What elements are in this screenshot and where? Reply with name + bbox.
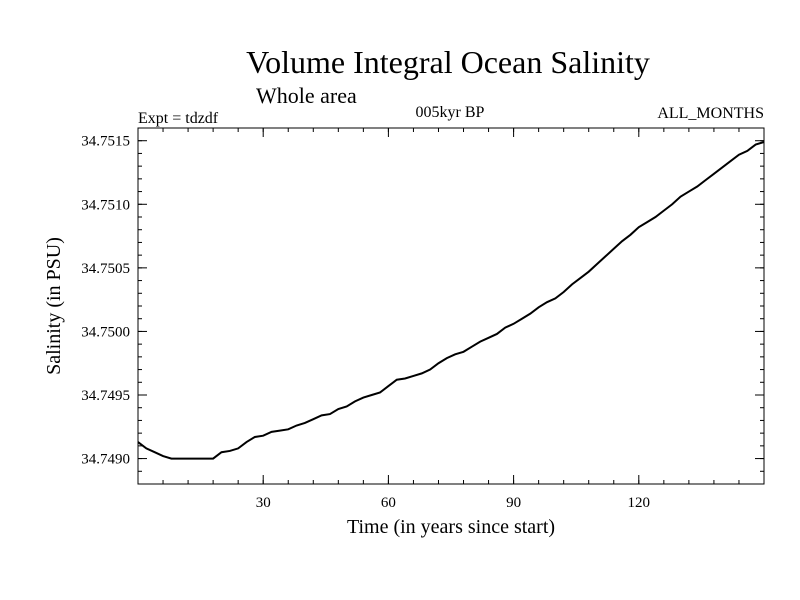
salinity-series-line: [137, 141, 765, 460]
y-tick-label: 34.7490: [81, 452, 130, 468]
y-tick-label: 34.7510: [81, 197, 130, 213]
y-tick-label: 34.7500: [81, 324, 130, 340]
x-axis-label: Time (in years since start): [347, 516, 555, 538]
x-tick-label: 30: [256, 495, 271, 511]
months-label: ALL_MONTHS: [657, 105, 764, 122]
x-tick-label: 90: [506, 495, 521, 511]
experiment-label: Expt = tdzdf: [138, 110, 219, 127]
y-tick-label: 34.7515: [81, 134, 130, 150]
axis-ticks: [138, 128, 764, 484]
y-axis-label: Salinity (in PSU): [43, 237, 65, 375]
plot-frame: [137, 127, 765, 485]
y-tick-label: 34.7505: [81, 261, 130, 277]
period-label: 005kyr BP: [416, 104, 485, 121]
x-tick-label: 120: [628, 495, 651, 511]
x-tick-label: 60: [381, 495, 396, 511]
axis-tick-labels: 30 60 90 120 34.7490 34.7495 34.7500 34.7505 34.…: [81, 134, 650, 511]
chart-title: Volume Integral Ocean Salinity: [246, 44, 650, 80]
y-tick-label: 34.7495: [81, 388, 130, 404]
chart-subtitle: Whole area: [256, 83, 357, 108]
